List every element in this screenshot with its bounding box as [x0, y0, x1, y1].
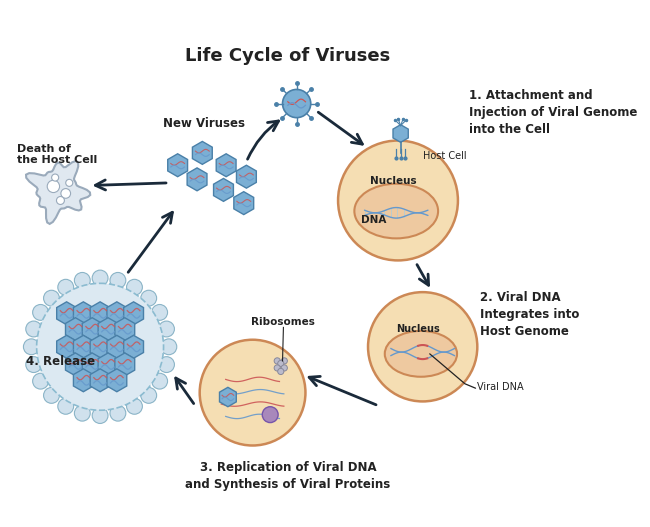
- Circle shape: [151, 373, 168, 389]
- Circle shape: [110, 272, 126, 288]
- Polygon shape: [234, 192, 254, 214]
- Polygon shape: [57, 302, 77, 325]
- Text: 2. Viral DNA
Integrates into
Host Genome: 2. Viral DNA Integrates into Host Genome: [480, 291, 579, 338]
- Circle shape: [274, 358, 280, 364]
- Polygon shape: [393, 125, 408, 142]
- Polygon shape: [124, 335, 144, 358]
- Circle shape: [281, 365, 287, 371]
- Circle shape: [61, 189, 71, 198]
- Circle shape: [32, 305, 49, 320]
- Text: 4. Release: 4. Release: [26, 355, 95, 368]
- Polygon shape: [187, 168, 207, 191]
- Circle shape: [281, 358, 287, 364]
- Ellipse shape: [385, 331, 457, 377]
- Polygon shape: [73, 369, 94, 392]
- Text: Life Cycle of Viruses: Life Cycle of Viruses: [185, 47, 391, 65]
- Circle shape: [51, 174, 58, 181]
- Polygon shape: [237, 165, 256, 188]
- Circle shape: [47, 180, 60, 192]
- Circle shape: [44, 387, 59, 403]
- Text: Nucleus: Nucleus: [370, 176, 417, 186]
- Polygon shape: [115, 353, 135, 376]
- Circle shape: [92, 270, 108, 286]
- Polygon shape: [90, 335, 110, 358]
- Text: 3. Replication of Viral DNA
and Synthesis of Viral Proteins: 3. Replication of Viral DNA and Synthesi…: [185, 461, 391, 491]
- Polygon shape: [66, 353, 85, 376]
- Circle shape: [26, 321, 42, 337]
- Circle shape: [200, 340, 306, 445]
- Circle shape: [368, 292, 477, 402]
- Circle shape: [36, 284, 164, 410]
- Circle shape: [110, 405, 126, 421]
- Circle shape: [127, 279, 142, 295]
- Circle shape: [66, 179, 73, 187]
- Circle shape: [278, 368, 284, 375]
- Circle shape: [58, 279, 73, 295]
- Polygon shape: [115, 318, 135, 340]
- Polygon shape: [192, 141, 213, 164]
- Circle shape: [141, 387, 157, 403]
- Polygon shape: [98, 353, 118, 376]
- Polygon shape: [83, 318, 102, 340]
- Text: Death of
the Host Cell: Death of the Host Cell: [18, 144, 98, 165]
- Polygon shape: [107, 335, 127, 358]
- Circle shape: [262, 407, 278, 423]
- Circle shape: [92, 407, 108, 424]
- Text: DNA: DNA: [361, 215, 386, 225]
- Circle shape: [159, 357, 174, 373]
- Polygon shape: [107, 302, 127, 325]
- Text: 1. Attachment and
Injection of Viral Genome
into the Cell: 1. Attachment and Injection of Viral Gen…: [469, 89, 637, 135]
- Circle shape: [44, 290, 59, 306]
- Polygon shape: [57, 335, 77, 358]
- Polygon shape: [83, 353, 102, 376]
- Circle shape: [141, 290, 157, 306]
- Polygon shape: [107, 369, 127, 392]
- Polygon shape: [220, 387, 237, 407]
- Circle shape: [58, 398, 73, 414]
- Text: Viral DNA: Viral DNA: [477, 382, 524, 392]
- Circle shape: [338, 141, 458, 260]
- Circle shape: [278, 360, 284, 367]
- Ellipse shape: [354, 184, 438, 238]
- Text: Nucleus: Nucleus: [396, 324, 440, 334]
- Polygon shape: [66, 318, 85, 340]
- Polygon shape: [26, 161, 90, 224]
- Circle shape: [74, 405, 90, 421]
- Polygon shape: [98, 318, 118, 340]
- Circle shape: [274, 365, 280, 371]
- Polygon shape: [73, 302, 94, 325]
- Circle shape: [161, 339, 177, 355]
- Polygon shape: [216, 154, 236, 177]
- Polygon shape: [214, 179, 233, 201]
- Circle shape: [57, 197, 64, 204]
- Polygon shape: [73, 335, 94, 358]
- Circle shape: [151, 305, 168, 320]
- Text: Host Cell: Host Cell: [422, 151, 466, 161]
- Circle shape: [159, 321, 174, 337]
- Circle shape: [74, 272, 90, 288]
- Text: New Viruses: New Viruses: [163, 117, 245, 130]
- Circle shape: [127, 398, 142, 414]
- Polygon shape: [90, 369, 110, 392]
- Polygon shape: [90, 302, 110, 325]
- Polygon shape: [124, 302, 144, 325]
- Circle shape: [32, 373, 49, 389]
- Circle shape: [26, 357, 42, 373]
- Text: Ribosomes: Ribosomes: [252, 317, 315, 327]
- Circle shape: [283, 90, 311, 118]
- Circle shape: [23, 339, 39, 355]
- Polygon shape: [168, 154, 188, 177]
